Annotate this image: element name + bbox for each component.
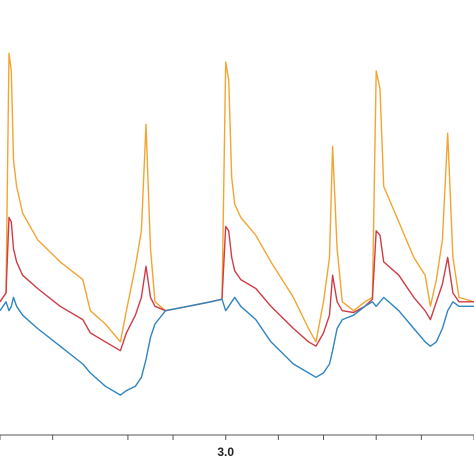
- x-axis-ticks: [0, 435, 474, 440]
- series-line-1: [0, 216, 474, 352]
- x-axis-tick-labels: 3.0: [217, 445, 234, 459]
- series-line-2: [0, 296, 474, 396]
- series-layer: [0, 52, 474, 396]
- x-tick-label-0: 3.0: [217, 445, 234, 459]
- series-line-0: [0, 52, 474, 343]
